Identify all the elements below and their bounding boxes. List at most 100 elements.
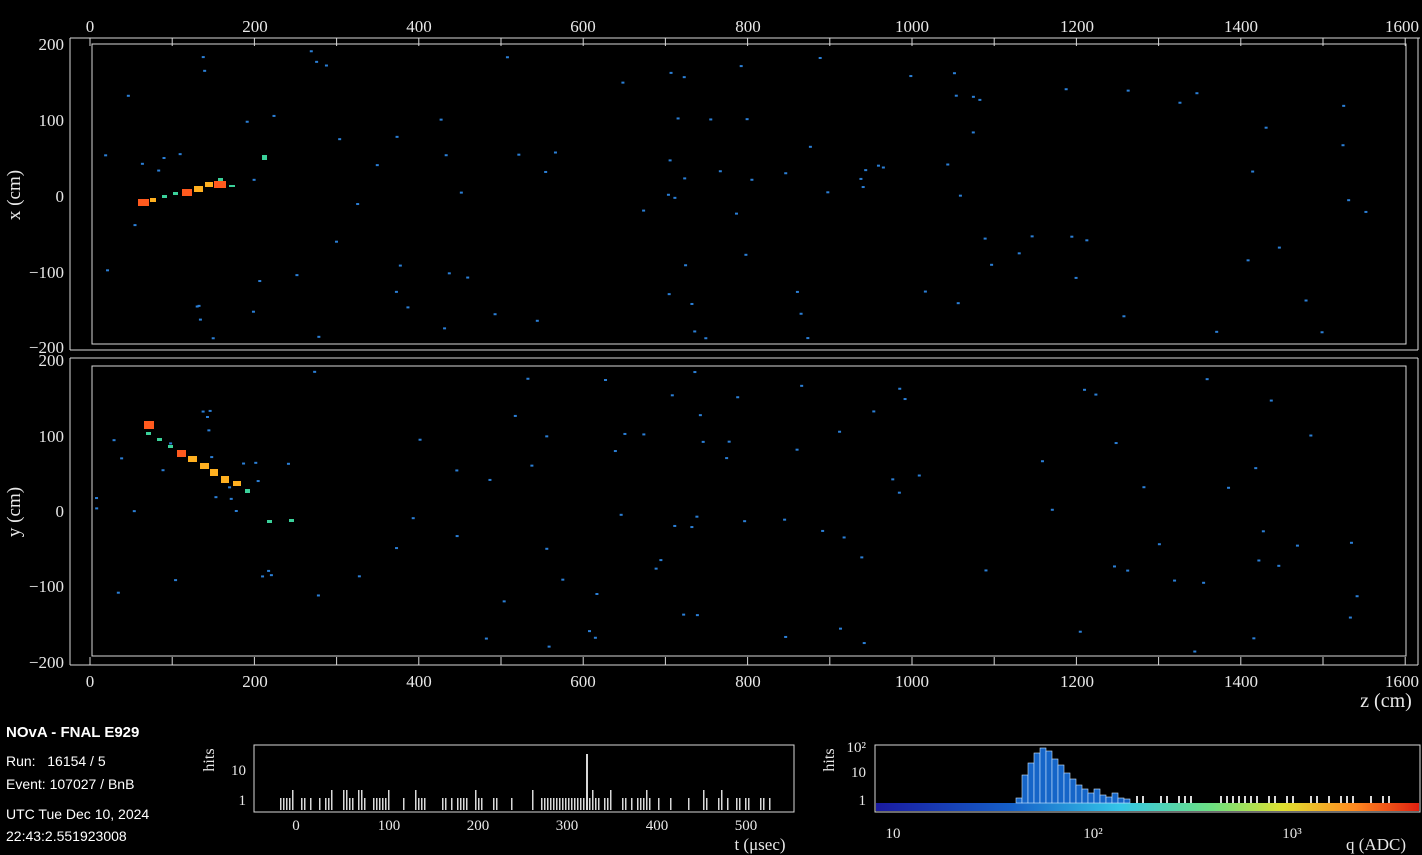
charge-hist-bar — [1057, 764, 1065, 804]
noise-hit — [447, 272, 451, 275]
time-hist-bar — [388, 790, 390, 810]
noise-hit — [1254, 467, 1258, 470]
yz-y-tick: 0 — [56, 502, 65, 521]
time-hist-bar — [577, 798, 579, 810]
charge-hist-x-label: q (ADC) — [1346, 835, 1406, 854]
time-hist-bar — [418, 798, 420, 810]
time-hist-bar — [442, 798, 444, 810]
xz-top-tick: 1000 — [895, 17, 929, 36]
time-hist-frame — [253, 744, 795, 813]
yz-x-tick: 400 — [406, 672, 432, 691]
xz-top-tick: 600 — [570, 17, 596, 36]
xz-top-tick: 1200 — [1060, 17, 1094, 36]
noise-hit — [983, 237, 987, 240]
experiment-title: NOvA - FNAL E929 — [6, 724, 140, 741]
noise-hit — [690, 302, 694, 305]
noise-hit — [734, 212, 738, 215]
time-hist-bar — [688, 798, 690, 810]
noise-hit — [725, 457, 729, 460]
charge-hist-bar — [1039, 747, 1047, 804]
time-hist-bar — [301, 798, 303, 810]
xz-view-panel[interactable]: 0 200 400 600 800 1000 1200 1400 1600 20… — [4, 17, 1420, 357]
noise-hit — [842, 536, 846, 539]
noise-hit — [394, 290, 398, 293]
charge-hist-bar — [1346, 796, 1348, 803]
charge-hist-bar — [1033, 752, 1041, 804]
noise-hit — [245, 120, 249, 123]
noise-hit — [411, 517, 415, 520]
time-hist-bar — [349, 798, 351, 810]
time-histogram[interactable]: hits 10 1 0 100 200 300 400 500 t (μsec) — [201, 744, 795, 854]
charge-hist-bar — [1160, 796, 1162, 803]
time-hist-y-tick: 10 — [231, 763, 246, 779]
noise-hit — [693, 330, 697, 333]
noise-hit — [954, 94, 958, 97]
charge-hist-frame — [874, 744, 1421, 813]
charge-hist-bar — [1045, 750, 1053, 804]
time-hist-bar — [547, 798, 549, 810]
charge-hist-bar — [1105, 796, 1113, 804]
yz-view-panel[interactable]: 200 100 0 −100 −200 y (cm) 0 200 400 600… — [4, 351, 1419, 712]
noise-hit — [891, 478, 895, 481]
time-hist-bar — [568, 798, 570, 810]
noise-hit — [1309, 434, 1313, 437]
noise-hit — [295, 274, 299, 277]
time-hist-bar — [553, 798, 555, 810]
charge-hist-x-tick: 10³ — [1282, 826, 1302, 842]
noise-hit — [334, 240, 338, 243]
noise-hit — [604, 379, 608, 382]
time-hist-bar — [352, 798, 354, 810]
xz-y-tick: 100 — [39, 111, 65, 130]
noise-hit — [693, 371, 697, 374]
charge-histogram[interactable]: hits 10² 10 1 10 10² 10³ q (ADC) — [821, 740, 1421, 854]
noise-hit — [313, 370, 317, 373]
noise-hit — [544, 170, 548, 173]
noise-hit — [272, 114, 276, 117]
xz-top-tick-labels: 0 200 400 600 800 1000 1200 1400 1600 — [86, 17, 1419, 36]
time-hist-bar — [364, 798, 366, 810]
noise-hit — [1157, 543, 1161, 546]
time-hist-bar — [559, 798, 561, 810]
time-hist-bar — [745, 798, 747, 810]
time-hist-bar — [466, 798, 468, 810]
noise-hit — [229, 497, 233, 500]
charge-hist-bar — [1093, 788, 1101, 804]
noise-hit — [642, 209, 646, 212]
time-hist-bar — [463, 798, 465, 810]
noise-hit — [595, 592, 599, 595]
charge-hist-bar — [1063, 772, 1071, 804]
time-hist-x-tick: 200 — [467, 818, 490, 834]
noise-hit — [210, 456, 214, 459]
noise-hit — [990, 263, 994, 266]
time-hist-bar — [565, 798, 567, 810]
time-hist-bar — [286, 798, 288, 810]
time-hist-bar — [556, 798, 558, 810]
time-hist-bar — [289, 798, 291, 810]
charge-hist-bar — [1075, 784, 1083, 804]
noise-hit — [821, 529, 825, 532]
time-hist-bar — [589, 798, 591, 810]
charge-hist-bar — [1081, 788, 1089, 804]
detector-hits-layer — [89, 38, 1406, 665]
track-hit — [221, 476, 229, 483]
charge-hist-bar — [1268, 796, 1270, 803]
noise-hit — [1257, 559, 1261, 562]
noise-hit — [666, 193, 670, 196]
noise-hit — [682, 613, 686, 616]
noise-hit — [1355, 595, 1359, 598]
noise-hit — [623, 432, 627, 435]
xz-y-tick-labels: 200 100 0 −100 −200 — [29, 35, 64, 357]
time-hist-bar — [343, 790, 345, 810]
noise-hit — [676, 117, 680, 120]
time-hist-bar — [385, 798, 387, 810]
charge-hist-bar — [1111, 792, 1119, 804]
time-hist-bar — [703, 790, 705, 810]
time-hist-x-tick: 0 — [292, 818, 300, 834]
time-hist-bar — [706, 798, 708, 810]
noise-hit — [1277, 564, 1281, 567]
noise-hit — [418, 438, 422, 441]
noise-hit — [859, 177, 863, 180]
noise-hit — [1040, 460, 1044, 463]
noise-hit — [201, 410, 205, 413]
charge-hist-bar — [1142, 796, 1144, 803]
